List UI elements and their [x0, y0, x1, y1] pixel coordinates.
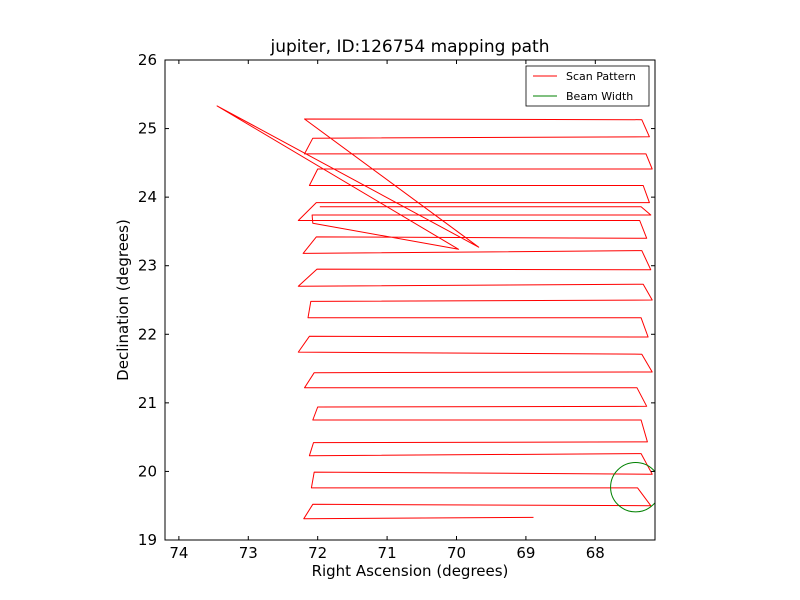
plot-area: [216, 105, 655, 520]
legend-label-scan-pattern: Scan Pattern: [566, 70, 636, 83]
y-tick-label: 20: [138, 462, 157, 480]
y-tick-label: 22: [138, 325, 157, 343]
y-tick-label: 24: [138, 188, 157, 206]
x-tick-label: 74: [169, 544, 188, 562]
x-axis-label: Right Ascension (degrees): [312, 562, 509, 580]
legend-label-beam-width: Beam Width: [566, 90, 633, 103]
legend-box: [525, 65, 650, 107]
y-tick-label: 23: [138, 257, 157, 275]
axis-ticks: 74 73 72 71 70 69 68 19 20 21 22 23 24 25 26: [138, 51, 655, 562]
x-tick-label: 71: [378, 544, 397, 562]
x-tick-label: 72: [308, 544, 327, 562]
y-tick-label: 21: [138, 394, 157, 412]
beam-width-circle: [610, 462, 655, 513]
x-tick-label: 69: [516, 544, 535, 562]
y-tick-label: 26: [138, 51, 157, 69]
chart-title: jupiter, ID:126754 mapping path: [270, 37, 550, 57]
y-axis-label: Declination (degrees): [114, 219, 132, 381]
y-tick-label: 19: [138, 531, 157, 549]
scan-pattern-line: [216, 105, 653, 520]
plot-frame: [164, 59, 656, 541]
y-tick-label: 25: [138, 120, 157, 138]
legend: Scan Pattern Beam Width: [525, 65, 650, 107]
x-tick-label: 68: [586, 544, 605, 562]
x-tick-label: 73: [239, 544, 258, 562]
x-tick-label: 70: [447, 544, 466, 562]
